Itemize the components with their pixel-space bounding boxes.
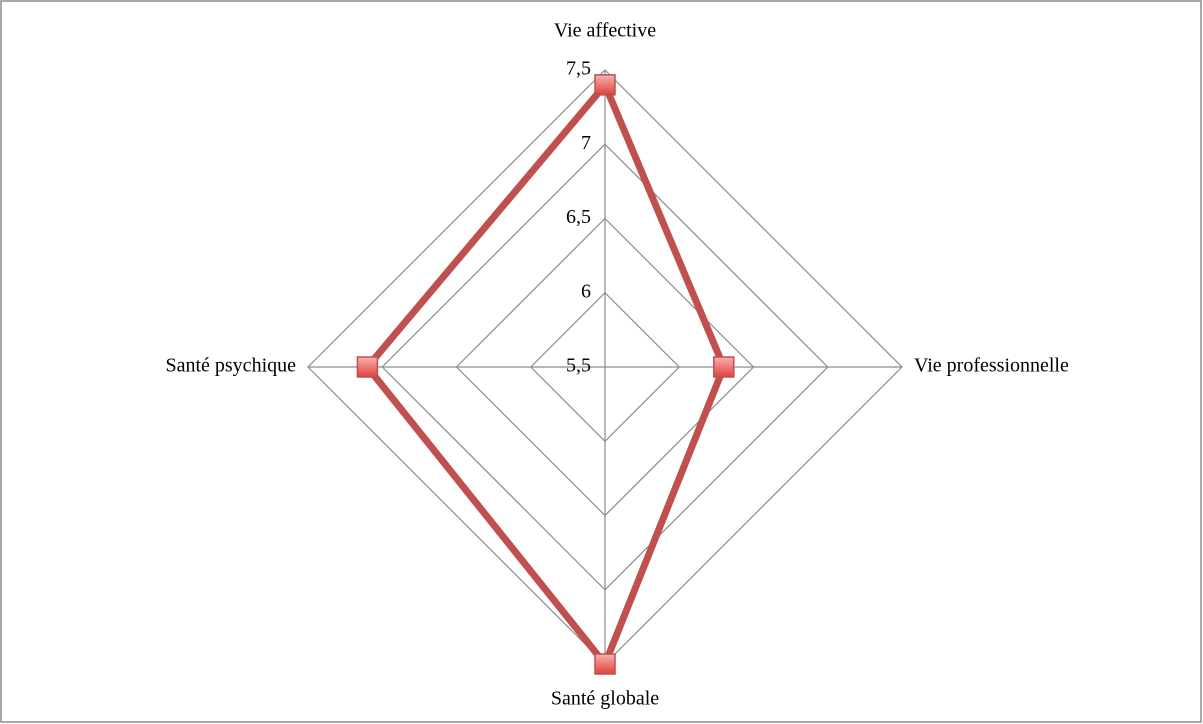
tick-label: 5,5 [566, 355, 591, 377]
marker [713, 356, 735, 378]
tick-label: 6,5 [566, 206, 591, 228]
marker [594, 653, 616, 675]
marker [594, 74, 616, 96]
category-label: Vie affective [554, 20, 656, 42]
category-label: Vie professionnelle [914, 355, 1069, 377]
tick-label: 6 [581, 280, 591, 302]
tick-label: 7,5 [566, 58, 591, 80]
marker [356, 356, 379, 378]
category-label: Santé globale [551, 688, 659, 710]
tick-label: 7 [581, 132, 591, 154]
category-label: Santé psychique [165, 355, 296, 377]
